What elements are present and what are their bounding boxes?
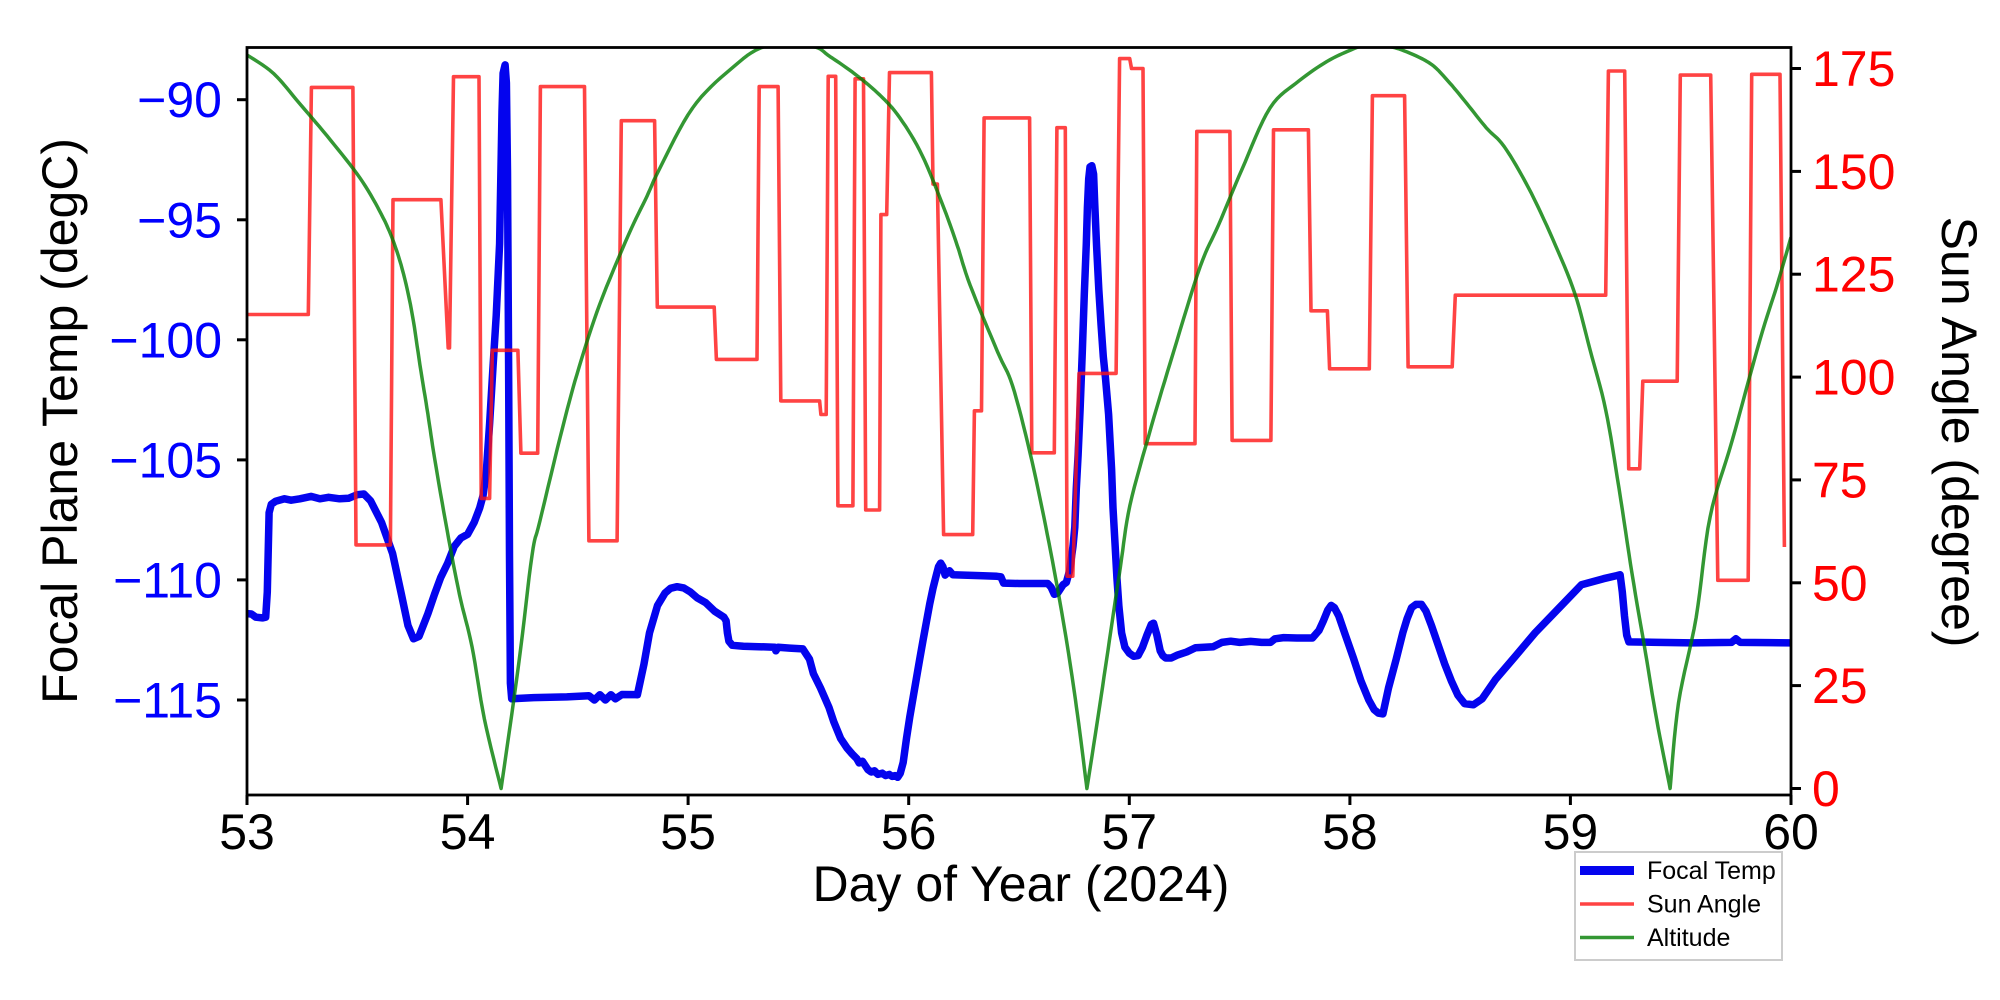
svg-text:0: 0 [1812, 761, 1840, 817]
svg-text:Altitude: Altitude [1647, 924, 1730, 952]
svg-text:Sun Angle (degree): Sun Angle (degree) [1931, 217, 1987, 648]
svg-text:59: 59 [1543, 804, 1599, 860]
svg-text:100: 100 [1812, 350, 1895, 406]
svg-text:56: 56 [881, 804, 937, 860]
svg-text:−105: −105 [109, 432, 222, 488]
svg-text:175: 175 [1812, 41, 1895, 97]
svg-text:−95: −95 [137, 192, 222, 248]
svg-text:−90: −90 [137, 72, 222, 128]
svg-text:Focal Plane Temp (degC): Focal Plane Temp (degC) [32, 138, 88, 704]
svg-text:25: 25 [1812, 658, 1868, 714]
svg-text:58: 58 [1322, 804, 1378, 860]
svg-text:50: 50 [1812, 555, 1868, 611]
svg-text:57: 57 [1101, 804, 1157, 860]
svg-text:75: 75 [1812, 452, 1868, 508]
svg-text:−100: −100 [109, 312, 222, 368]
svg-text:53: 53 [219, 804, 275, 860]
svg-text:60: 60 [1763, 804, 1819, 860]
svg-text:−115: −115 [113, 673, 222, 729]
svg-text:Day of Year (2024): Day of Year (2024) [813, 856, 1230, 912]
svg-text:Sun Angle: Sun Angle [1647, 891, 1761, 919]
svg-text:125: 125 [1812, 247, 1895, 303]
svg-text:55: 55 [660, 804, 716, 860]
svg-text:Focal Temp: Focal Temp [1647, 857, 1776, 885]
svg-text:54: 54 [440, 804, 496, 860]
svg-text:−110: −110 [113, 552, 222, 608]
svg-text:150: 150 [1812, 144, 1895, 200]
